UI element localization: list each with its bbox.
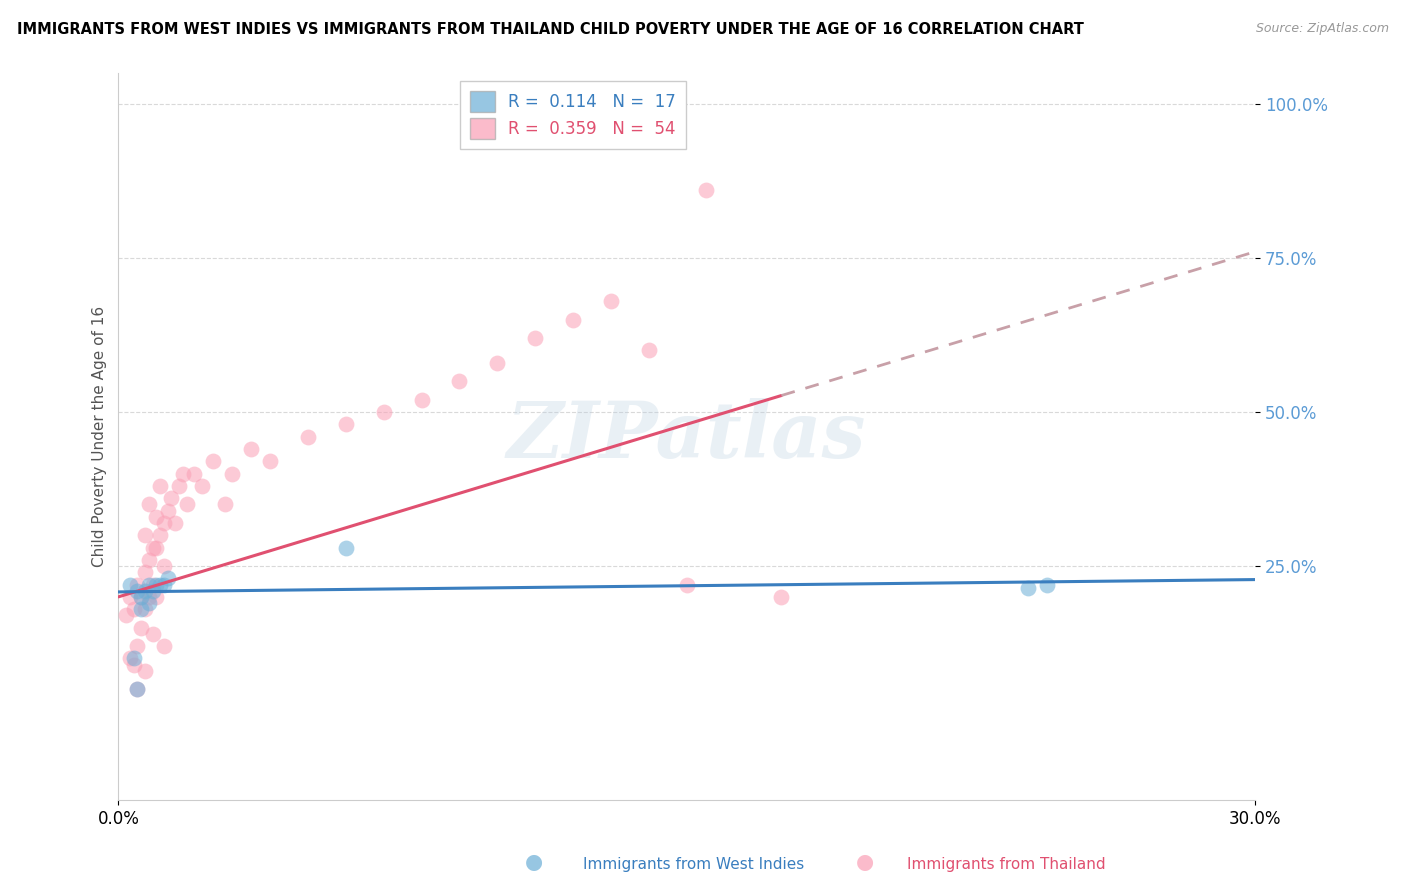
Point [118,577,141,591]
Point [134,664,156,678]
Point [138,553,160,567]
Point [153,559,176,574]
Point [335,417,357,432]
Point [138,497,160,511]
Point [562,312,585,326]
Point [167,479,190,493]
Point [449,374,471,388]
Point [297,429,319,443]
Text: Immigrants from Thailand: Immigrants from Thailand [907,857,1105,872]
Text: IMMIGRANTS FROM WEST INDIES VS IMMIGRANTS FROM THAILAND CHILD POVERTY UNDER THE : IMMIGRANTS FROM WEST INDIES VS IMMIGRANT… [17,22,1084,37]
Point [675,577,697,591]
Point [145,577,167,591]
Point [335,541,357,555]
Point [153,639,176,653]
Point [138,596,160,610]
Point [127,583,149,598]
Point [221,467,243,481]
Point [486,356,509,370]
Point [129,602,152,616]
Point [141,541,163,555]
Point [134,565,156,579]
Point [411,392,433,407]
Point [191,479,214,493]
Point [138,590,160,604]
Point [149,479,172,493]
Point [145,541,167,555]
Point [524,331,547,345]
Text: ZIPatlas: ZIPatlas [508,399,866,475]
Point [134,528,156,542]
Point [183,467,205,481]
Point [259,454,281,468]
Point [127,577,149,591]
Point [153,516,176,530]
Point [165,516,187,530]
Point [172,467,194,481]
Point [127,682,149,697]
Point [160,491,183,506]
Point [214,497,236,511]
Point [115,608,138,623]
Point [1035,577,1057,591]
Point [149,528,172,542]
Point [695,183,717,197]
Point [118,651,141,665]
Point [127,682,149,697]
Point [202,454,225,468]
Point [122,651,145,665]
Point [129,590,152,604]
Point [141,583,163,598]
Point [637,343,659,358]
Text: Immigrants from West Indies: Immigrants from West Indies [583,857,804,872]
Point [770,590,793,604]
Point [122,657,145,672]
Point [145,590,167,604]
Text: ●: ● [526,853,543,872]
Point [373,405,395,419]
Point [127,639,149,653]
Point [145,509,167,524]
Point [141,577,163,591]
Text: Source: ZipAtlas.com: Source: ZipAtlas.com [1256,22,1389,36]
Y-axis label: Child Poverty Under the Age of 16: Child Poverty Under the Age of 16 [93,306,107,567]
Point [156,503,179,517]
Point [149,577,172,591]
Text: ●: ● [856,853,873,872]
Point [176,497,198,511]
Point [156,571,179,585]
Point [240,442,263,456]
Point [153,577,176,591]
Point [134,583,156,598]
Point [600,293,623,308]
Point [134,602,156,616]
Point [138,577,160,591]
Point [141,627,163,641]
Point [1017,581,1039,595]
Legend: R =  0.114   N =  17, R =  0.359   N =  54: R = 0.114 N = 17, R = 0.359 N = 54 [460,81,686,149]
Point [122,602,145,616]
Point [129,621,152,635]
Point [129,590,152,604]
Point [118,590,141,604]
